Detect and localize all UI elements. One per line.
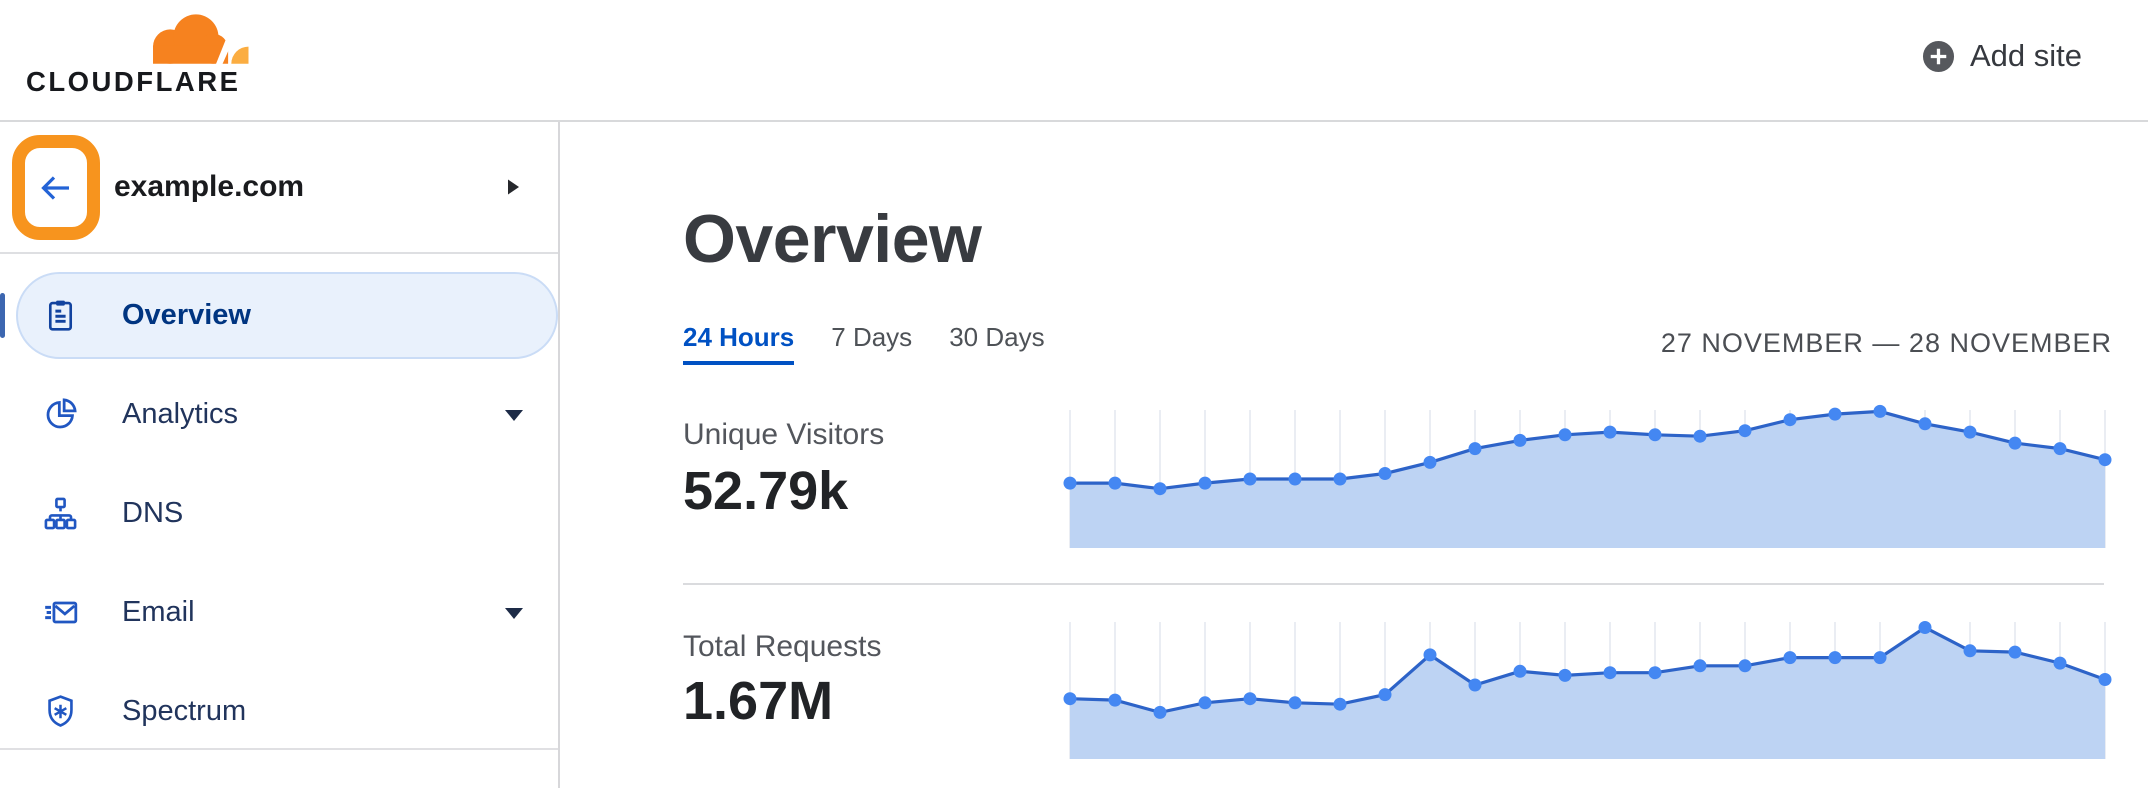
sidebar-item-email[interactable]: Email: [0, 563, 560, 662]
clipboard-icon: [42, 298, 78, 334]
unique-visitors-sparkline: [1063, 404, 2112, 548]
page-title: Overview: [683, 201, 982, 277]
site-name[interactable]: example.com: [114, 170, 305, 203]
sidebar-item-overview[interactable]: Overview: [0, 266, 560, 365]
sidebar-item-label: Email: [122, 596, 195, 628]
add-site-button[interactable]: Add site: [1922, 38, 2082, 74]
cloudflare-cloud-icon: [153, 14, 249, 66]
shield-icon: [42, 694, 78, 730]
site-switcher: example.com: [0, 122, 558, 254]
total-requests-sparkline: [1063, 621, 2112, 759]
site-switcher-caret[interactable]: [506, 178, 521, 196]
date-range-label: 27 NOVEMBER — 28 NOVEMBER: [1660, 328, 2112, 358]
caret-down-icon[interactable]: [503, 606, 525, 620]
tab-30-days[interactable]: 30 Days: [949, 322, 1045, 352]
tab-7-days[interactable]: 7 Days: [831, 322, 913, 352]
unique-visitors-value: 52.79k: [683, 461, 849, 521]
top-header: CLOUDFLARE Add site: [0, 0, 2148, 122]
pie-chart-icon: [42, 397, 78, 433]
back-button-highlight: [12, 135, 100, 240]
sidebar-item-spectrum[interactable]: Spectrum: [0, 662, 560, 761]
cloudflare-logo[interactable]: CLOUDFLARE: [26, 4, 276, 116]
sidebar-item-label: Spectrum: [122, 695, 247, 727]
total-requests-value: 1.67M: [683, 671, 834, 731]
sidebar-divider: [0, 748, 558, 750]
caret-right-icon: [508, 179, 519, 195]
cloudflare-wordmark: CLOUDFLARE: [26, 66, 241, 97]
metric-row-divider: [683, 583, 2104, 585]
sidebar-item-dns[interactable]: DNS: [0, 464, 560, 563]
plus-icon: [1922, 40, 1955, 72]
add-site-label: Add site: [1970, 38, 2083, 73]
sidebar-nav: Overview Analytics: [0, 254, 560, 761]
selected-pill: [16, 272, 558, 359]
back-button[interactable]: [35, 167, 77, 209]
arrow-left-icon: [41, 175, 69, 200]
sidebar-item-label: DNS: [122, 497, 184, 529]
tab-24-hours[interactable]: 24 Hours: [683, 322, 795, 365]
sidebar-item-analytics[interactable]: Analytics: [0, 365, 560, 464]
total-requests-label: Total Requests: [683, 630, 882, 663]
selected-accent-bar: [0, 293, 5, 338]
sidebar: example.com Overview: [0, 122, 560, 788]
envelope-icon: [42, 595, 78, 631]
sidebar-item-label: Analytics: [122, 398, 239, 430]
unique-visitors-label: Unique Visitors: [683, 418, 885, 451]
sidebar-item-label: Overview: [122, 299, 251, 331]
network-tree-icon: [42, 496, 78, 532]
time-range-tabs: 24 Hours 7 Days 30 Days: [683, 322, 1045, 365]
caret-down-icon[interactable]: [503, 408, 525, 422]
